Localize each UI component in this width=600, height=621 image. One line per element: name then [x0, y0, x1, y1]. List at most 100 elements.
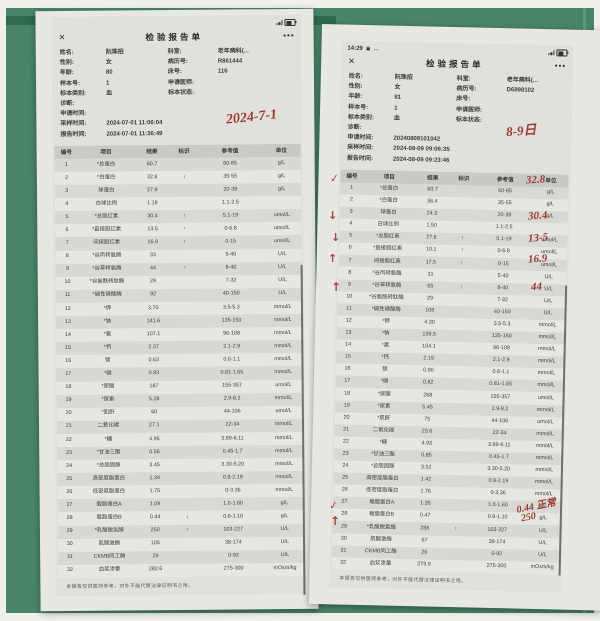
cell-ref: 3.89-6.11 [221, 434, 244, 442]
status-icons [276, 18, 296, 27]
field-label: 年龄: [59, 70, 74, 77]
cell-name: *钾 [382, 318, 390, 325]
info-line: 标本类别: 血 标本状态: [60, 87, 296, 99]
cell-ref: 60-85 [223, 160, 238, 167]
field-value [106, 108, 168, 119]
cell-flag [445, 415, 472, 428]
cell-res: 0.56 [149, 448, 160, 455]
cell-flag [170, 184, 198, 197]
cell-res: 139.5 [422, 331, 437, 338]
cell-name: *尿素 [101, 396, 115, 403]
cell-res: 108 [425, 307, 435, 314]
cell-flag: ↑ [460, 259, 464, 266]
cell-res: 3.45 [149, 461, 160, 468]
cell-flag [174, 551, 202, 564]
up-arrow-mark: ↑ [331, 280, 342, 294]
cell-unit: mmol/L [273, 303, 292, 310]
patient-info: 姓名: 阮珠招 科室: 老年病科(... 性别: 女病历号: D6898102 年龄: 81 床号… [341, 68, 571, 170]
cell-unit: mmol/L [536, 406, 555, 414]
cell-name: *糖 [104, 436, 113, 443]
cell-flag [443, 475, 470, 488]
cell-res: 60 [151, 409, 158, 416]
cell-res: 16.9 [147, 239, 158, 246]
cell-ref: 8-40 [225, 264, 237, 271]
field-value [106, 98, 168, 109]
cell-unit: mmol/L [275, 447, 293, 454]
cell-unit: mmol/L [535, 479, 553, 486]
cell-res: 60.7 [146, 160, 158, 167]
cell-ref: 0.6-1.10 [223, 513, 244, 520]
cell-res: 1.34 [149, 474, 161, 482]
cell-ref: 35-55 [223, 173, 238, 180]
up-arrow-mark: ↑ [330, 514, 341, 528]
field-value: 116 [217, 68, 228, 76]
cell-name: 血浆渗量 [98, 566, 121, 574]
signal-icon [276, 20, 283, 26]
up-arrow-mark: ↑ [328, 252, 338, 265]
cell-res: 1.35 [420, 500, 431, 507]
cell-no: 3 [65, 187, 69, 194]
cell-ref: 22-34 [225, 421, 240, 429]
cell-unit: U/L [538, 539, 547, 546]
cell-res: 105 [150, 540, 160, 547]
column-header: 项目 [363, 169, 416, 184]
cell-flag [171, 249, 199, 262]
cell-flag [442, 547, 469, 560]
cell-res: 10.1 [425, 246, 437, 254]
cell-unit: mmol/L [273, 316, 292, 323]
cell-name: *直接胆红素 [92, 226, 122, 233]
cell-res: 1.50 [426, 222, 437, 229]
column-header: 单位 [262, 143, 301, 158]
check-mark: ✓ [329, 171, 341, 186]
field-value: 血 [106, 90, 113, 97]
battery-icon [284, 18, 296, 27]
clock-text: 14:29 [347, 45, 363, 52]
cell-no: 23 [65, 449, 73, 456]
cell-res: 67 [421, 537, 428, 544]
cell-unit: mmol/L [275, 460, 293, 467]
field-label: 姓名: [59, 49, 74, 57]
cell-no: 27 [66, 501, 73, 508]
cell-res: 2.37 [148, 344, 159, 351]
cell-flag [444, 463, 471, 476]
cell-res: 250 [150, 527, 160, 534]
field-label: 病历号: [167, 59, 188, 66]
cell-res: 0.93 [148, 370, 160, 377]
cell-unit: mmol/L [538, 321, 557, 329]
cell-ref: 0.9-2.19 [222, 474, 243, 481]
cell-ref: 0.81-1.65 [220, 369, 244, 376]
report-title: 检验报告单 [145, 31, 204, 42]
cell-res: 3.52 [420, 464, 432, 471]
cell-no: 19 [343, 402, 350, 409]
cell-res: 33 [149, 252, 156, 259]
cell-unit: U/L [278, 277, 287, 284]
column-header: 标识 [170, 144, 198, 158]
cell-flag [447, 294, 474, 307]
cell-unit: mOsm/kg [530, 563, 554, 571]
cell-ref: 0.45-1.7 [222, 448, 243, 455]
cell-name: *谷丙转氨酶 [92, 252, 122, 259]
cell-no: 26 [66, 488, 73, 495]
cell-flag [443, 499, 470, 512]
cell-no: 14 [345, 341, 352, 348]
cell-name: *乳酸脱氢酶 [94, 527, 124, 534]
cell-flag: ↑ [460, 247, 464, 254]
cell-name: 血浆渗量 [369, 560, 392, 567]
cell-res: 282.6 [148, 566, 163, 573]
down-arrow-mark: ↓ [328, 209, 338, 222]
cell-res: 23.6 [421, 428, 433, 435]
cell-unit: U/L [538, 527, 548, 534]
cell-ref: 5.1-19 [222, 212, 239, 219]
cell-ref: 1.0-1.60 [223, 500, 243, 507]
field-label: 标本状态: [455, 116, 482, 124]
cell-name: *总胆红素 [94, 213, 119, 220]
cell-flag [172, 315, 200, 328]
status-time: 14:29 ▣ … [347, 45, 378, 52]
cell-name: 肌酸激酶 [98, 540, 121, 547]
cell-name: 载脂蛋白B [96, 514, 122, 521]
column-header: 参考值 [197, 144, 263, 158]
field-label: 诊断: [60, 100, 75, 108]
cell-res: 31 [427, 271, 434, 278]
cell-unit: mmol/L [274, 355, 293, 363]
